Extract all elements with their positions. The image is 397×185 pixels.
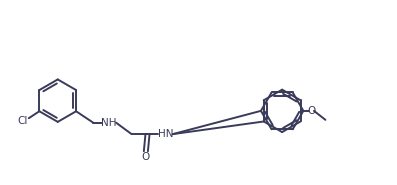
Text: NH: NH <box>101 118 116 128</box>
Text: HN: HN <box>158 129 173 139</box>
Text: O: O <box>307 106 316 116</box>
Text: Cl: Cl <box>18 116 28 126</box>
Text: O: O <box>142 152 150 162</box>
